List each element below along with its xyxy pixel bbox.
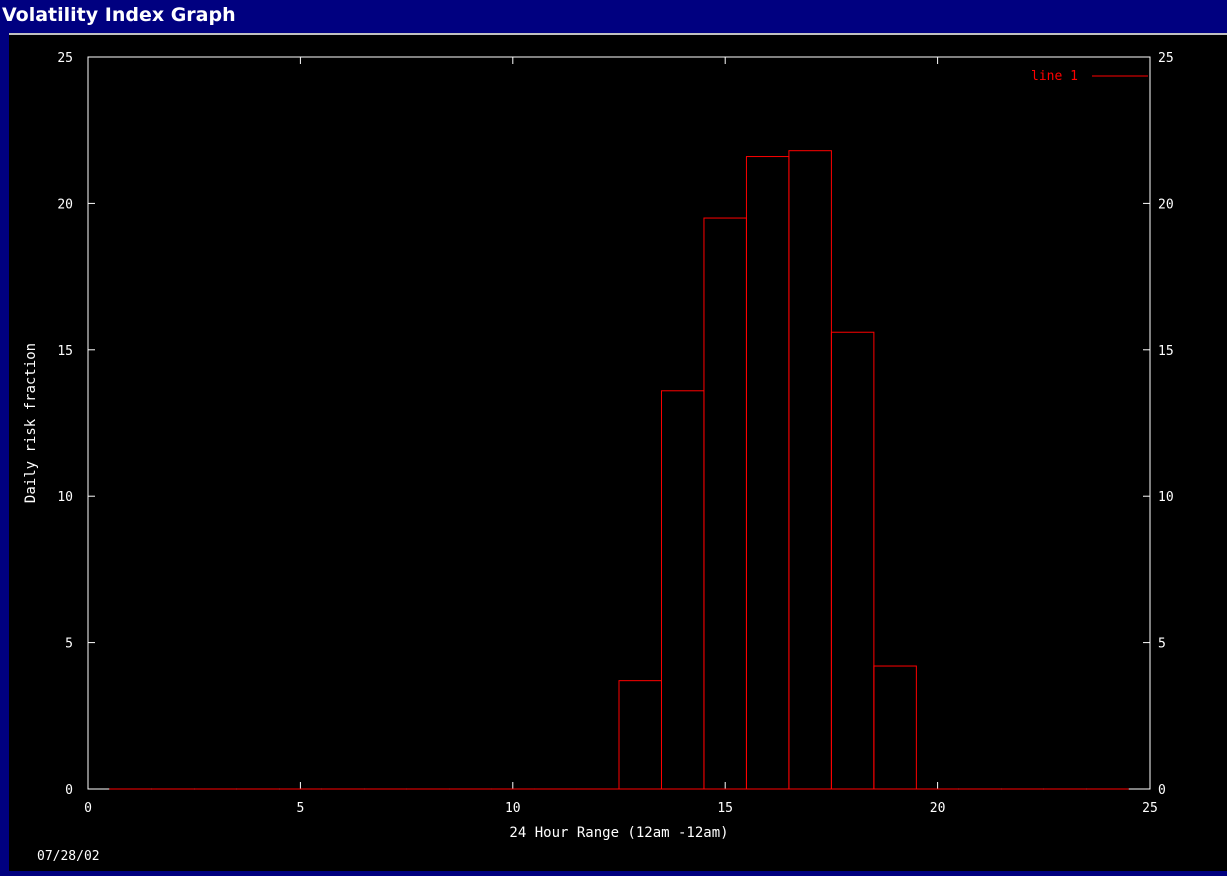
y-tick-label-right: 20 xyxy=(1158,197,1174,212)
y-tick-label-right: 10 xyxy=(1158,490,1174,505)
histogram-bar xyxy=(873,665,917,790)
histogram-bar xyxy=(618,680,662,790)
x-tick-label: 15 xyxy=(717,801,733,816)
x-tick-label: 25 xyxy=(1142,801,1158,816)
y-tick-label: 10 xyxy=(57,490,73,505)
title-bar[interactable]: Volatility Index Graph xyxy=(0,0,1227,31)
plot-area: 0 5 10 15 20 25 0 0 5 5 10 10 15 15 20 20 25 25 24 Hour Ra… xyxy=(9,33,1227,871)
y-tick-label-right: 0 xyxy=(1158,783,1166,798)
histogram-bar xyxy=(745,156,790,790)
x-tick-label: 10 xyxy=(505,801,521,816)
y-axis-label: Daily risk fraction xyxy=(23,343,39,503)
y-tick-label: 20 xyxy=(57,197,73,212)
y-tick-label: 5 xyxy=(65,637,73,652)
x-axis-label: 24 Hour Range (12am -12am) xyxy=(509,825,728,841)
histogram-bar xyxy=(660,390,705,790)
x-tick-label: 20 xyxy=(930,801,946,816)
x-tick-label: 5 xyxy=(296,801,304,816)
x-tick-label: 0 xyxy=(84,801,92,816)
y-tick-label-right: 25 xyxy=(1158,51,1174,66)
y-tick-label: 15 xyxy=(57,344,73,359)
y-tick-label: 25 xyxy=(57,51,73,66)
y-tick-label-right: 5 xyxy=(1158,637,1166,652)
y-tick-label: 0 xyxy=(65,783,73,798)
window-title: Volatility Index Graph xyxy=(2,4,236,26)
histogram-bar xyxy=(788,150,832,790)
date-label: 07/28/02 xyxy=(37,849,100,864)
legend-label: line 1 xyxy=(1031,69,1078,84)
plot-frame xyxy=(87,56,1151,790)
histogram-bar xyxy=(703,217,747,790)
histogram-bar xyxy=(830,331,875,790)
y-tick-label-right: 15 xyxy=(1158,344,1174,359)
